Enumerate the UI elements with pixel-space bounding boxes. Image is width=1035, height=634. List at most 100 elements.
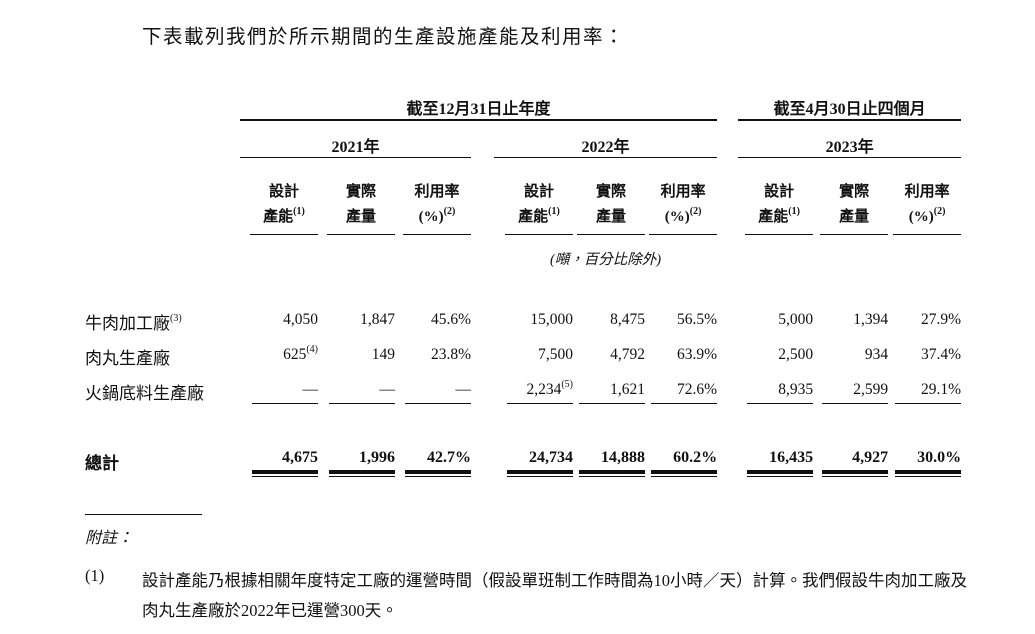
cell-value: 4,792 xyxy=(610,346,645,363)
cell-value: 37.4% xyxy=(921,346,962,363)
column-header-utilization-2022: 利用率 (%)(2) xyxy=(645,157,718,235)
total-value: 1,996 xyxy=(359,449,395,466)
total-value: 4,675 xyxy=(282,449,318,466)
cell: 4,050 xyxy=(240,299,318,334)
spacer-cell xyxy=(471,120,494,157)
cell: 15,000 xyxy=(494,299,573,334)
cell: 1,621 xyxy=(573,369,645,404)
column-header-actual-output-2021: 實際 產量 xyxy=(318,157,395,235)
cell: 16,435 xyxy=(738,442,814,477)
spacer-cell xyxy=(85,120,240,157)
footnote-ref: (1) xyxy=(548,206,560,217)
spacer-cell xyxy=(471,334,494,369)
cell: — xyxy=(318,369,395,404)
column-header-utilization-2021: 利用率 (%)(2) xyxy=(395,157,471,235)
total-value: 42.7% xyxy=(427,449,471,466)
cell-value: 29.1% xyxy=(921,381,962,398)
total-value: 4,927 xyxy=(852,449,889,466)
cell-value: — xyxy=(379,381,396,398)
footnote-ref: (1) xyxy=(788,206,800,217)
cell: 4,792 xyxy=(573,334,645,369)
cell: 2,599 xyxy=(813,369,889,404)
cell-value: — xyxy=(455,381,472,398)
table-row-meatball-plant: 肉丸生產廠 625(4) 149 23.8% 7,500 4,792 63.9%… xyxy=(85,334,961,369)
cell-value: 5,000 xyxy=(778,311,814,328)
row-label: 牛肉加工廠(3) xyxy=(85,313,182,333)
spacer-cell xyxy=(717,299,738,334)
cell: 2,234(5) xyxy=(494,369,573,404)
cell: 8,475 xyxy=(573,299,645,334)
column-header-actual-output-2022: 實際 產量 xyxy=(573,157,645,235)
spacer-row xyxy=(85,404,961,442)
spacer-cell xyxy=(717,157,738,235)
cell: 45.6% xyxy=(395,299,471,334)
spacer-cell xyxy=(85,235,240,269)
footnote-ref: (4) xyxy=(306,343,318,355)
cell: 37.4% xyxy=(888,334,961,369)
row-label: 肉丸生產廠 xyxy=(85,349,170,368)
cell: 60.2% xyxy=(645,442,718,477)
spacer-cell xyxy=(471,369,494,404)
unit-note: (噸，百分比除外) xyxy=(549,252,662,268)
cell-value: 45.6% xyxy=(430,311,471,328)
cell-value: 27.9% xyxy=(921,311,962,328)
cell-value: 934 xyxy=(864,346,889,363)
cell: 5,000 xyxy=(738,299,813,334)
cell-value: 4,050 xyxy=(283,311,318,328)
period-header-four-months: 截至4月30日止四個月 xyxy=(738,86,962,121)
period-header-row: 截至12月31日止年度 截至4月30日止四個月 xyxy=(85,86,962,121)
spacer-cell xyxy=(738,235,961,269)
spacer-cell xyxy=(85,157,240,235)
cell: 1,847 xyxy=(318,299,395,334)
footnote-ref: (2) xyxy=(933,206,946,217)
spacer-row xyxy=(85,269,961,299)
spacer-cell xyxy=(717,442,738,474)
column-header-row: 設計 產能(1) 實際 產量 利用率 (%)(2) 設計 產能(1) 實際 產量 利用率(… xyxy=(85,157,962,235)
cell-value: 56.5% xyxy=(677,311,718,328)
cell: 42.7% xyxy=(395,442,471,477)
notes-heading: 附註： xyxy=(85,530,134,547)
cell-value: 7,500 xyxy=(538,346,573,363)
cell: 8,935 xyxy=(738,369,814,404)
cell-value: 1,394 xyxy=(853,311,889,328)
spacer-cell xyxy=(717,369,738,404)
cell: 1,394 xyxy=(813,299,888,334)
cell: 2,500 xyxy=(738,334,813,369)
table-row-total: 總計 4,675 1,996 42.7% 24,734 14,888 60.2%… xyxy=(85,442,962,477)
cell-value: 149 xyxy=(371,346,395,363)
cell: 7,500 xyxy=(494,334,573,369)
year-header-2022: 2022年 xyxy=(494,120,718,158)
cell: 24,734 xyxy=(494,442,573,477)
footnote-ref: (5) xyxy=(561,378,573,390)
spacer-cell xyxy=(717,120,738,157)
column-header-design-capacity-2022: 設計 產能(1) xyxy=(494,157,573,235)
year-header-2023: 2023年 xyxy=(738,120,962,158)
spacer-cell xyxy=(471,235,494,269)
spacer-cell xyxy=(717,334,738,369)
cell: — xyxy=(395,369,471,404)
cell: 23.8% xyxy=(395,334,471,369)
cell: — xyxy=(240,369,318,404)
cell: 72.6% xyxy=(645,369,718,404)
cell-value: 63.9% xyxy=(677,346,718,363)
spacer-cell xyxy=(471,442,494,474)
page-title: 下表載列我們於所示期間的生產設施產能及利用率： xyxy=(142,27,626,48)
spacer-cell xyxy=(717,86,738,120)
table-row-beef-processing-plant: 牛肉加工廠(3) 4,050 1,847 45.6% 15,000 8,475 … xyxy=(85,299,961,334)
total-value: 14,888 xyxy=(601,449,645,466)
cell-value: 2,500 xyxy=(778,346,814,363)
cell-value: — xyxy=(302,381,319,398)
spacer-cell xyxy=(717,235,738,269)
cell-value: 8,935 xyxy=(778,381,814,398)
cell: 63.9% xyxy=(645,334,717,369)
cell-value: 15,000 xyxy=(530,311,573,328)
cell: 56.5% xyxy=(645,299,717,334)
footnote-text: 設計產能乃根據相關年度特定工廠的運營時間（假設單班制工作時間為10小時／天）計算… xyxy=(142,571,967,620)
column-header-design-capacity-2021: 設計 產能(1) xyxy=(240,157,318,235)
column-header-utilization-2023: 利用率 (%)(2) xyxy=(888,157,962,235)
table-row-hotpot-base-plant: 火鍋底料生產廠 — — — 2,234(5) 1,621 72.6% 8,935… xyxy=(85,369,962,404)
total-value: 30.0% xyxy=(917,449,962,466)
column-header-design-capacity-2023: 設計 產能(1) xyxy=(738,157,814,235)
spacer-cell xyxy=(471,299,494,334)
